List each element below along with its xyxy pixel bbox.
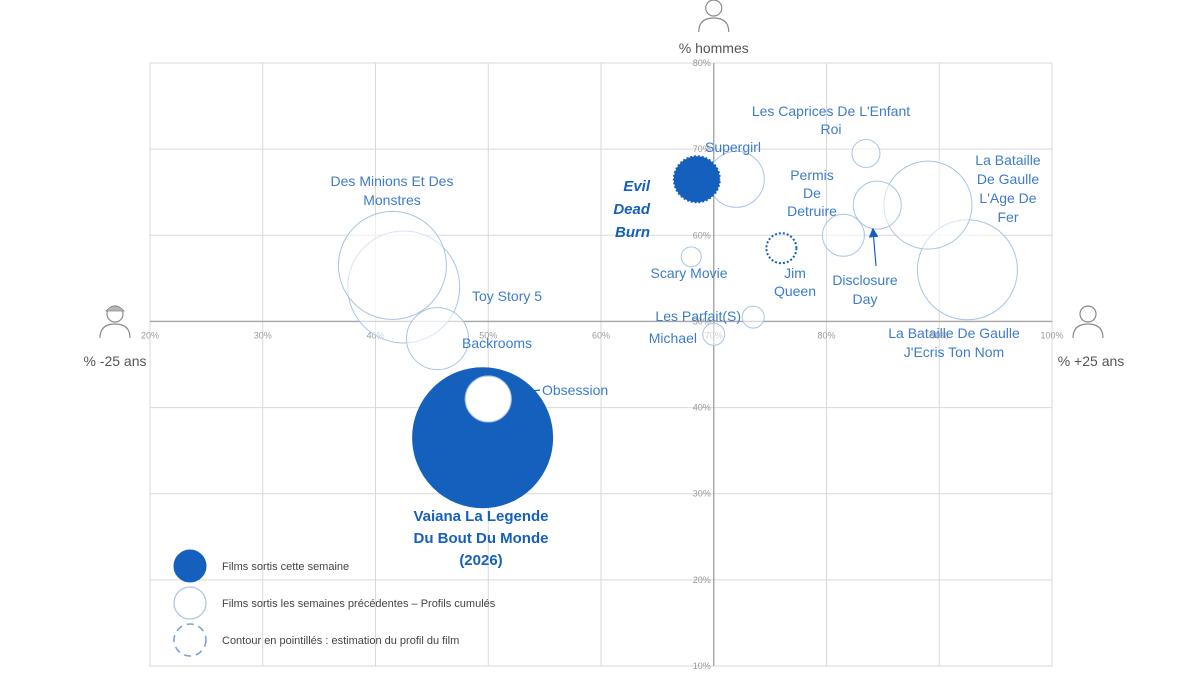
bubble-label: De Gaulle: [977, 171, 1039, 187]
man-icon: [698, 0, 730, 33]
bubble-label: Toy Story 5: [472, 288, 542, 304]
bubble-label: Dead: [613, 201, 651, 218]
bubble-label: Supergirl: [705, 139, 761, 155]
bubble-label: (2026): [459, 552, 502, 569]
disclosure-arrow: [868, 227, 879, 267]
bubble-label: Jim: [784, 265, 806, 281]
x-axis-right-title: % +25 ans: [1058, 353, 1125, 369]
bubble-label: Disclosure: [832, 272, 898, 288]
x-tick-label: 20%: [141, 330, 159, 340]
bubble-label: Roi: [820, 121, 841, 137]
bubble: [671, 154, 722, 205]
bubble-label: La Bataille: [975, 152, 1041, 168]
bubble-label: Evil: [623, 178, 651, 195]
bubble-label: Des Minions Et Des: [331, 173, 454, 189]
bubble: [821, 213, 865, 257]
bubble-labels: Vaiana La Legende Du Bout Du Monde (2026) O…: [331, 103, 1041, 569]
legend-marker: [173, 586, 207, 620]
young-person-icon: [99, 305, 131, 339]
bubble-label: La Bataille De Gaulle: [888, 325, 1020, 341]
legend-label: Films sortis les semaines précédentes – …: [222, 598, 496, 610]
bubble: [852, 180, 902, 230]
bubble: [412, 367, 554, 509]
bubble: [851, 138, 881, 168]
bubble-label: Backrooms: [462, 335, 532, 351]
bubble-label: Burn: [615, 224, 650, 241]
bubble-label: Day: [853, 291, 878, 307]
bubble-label: J'Ecris Ton Nom: [904, 344, 1004, 360]
bubble: [680, 246, 702, 268]
bubble-label: Vaiana La Legende: [413, 508, 548, 525]
bubble-label: De: [803, 185, 821, 201]
bubble-label: L'Age De: [979, 190, 1036, 206]
x-tick-label: 90%: [930, 330, 948, 340]
legend-label: Contour en pointillés : estimation du pr…: [222, 635, 459, 647]
grid: [149, 62, 1053, 667]
adult-person-icon: [1072, 305, 1104, 339]
x-tick-label: 100%: [1040, 330, 1063, 340]
y-tick-label: 30%: [693, 489, 711, 499]
x-tick-label: 80%: [817, 330, 835, 340]
y-tick-label: 70%: [693, 144, 711, 154]
y-tick-label: 50%: [693, 316, 711, 326]
legend: Films sortis cette semaine Films sortis l…: [173, 549, 496, 657]
legend-marker: [173, 549, 207, 583]
x-axis-left-title: % -25 ans: [83, 353, 146, 369]
axes: 20%30%40%50%60%70%80%90%100%80%70%60%50%…: [83, 0, 1124, 671]
person-cap: [105, 305, 125, 312]
person-body: [698, 17, 730, 33]
bubble-label: Obsession: [542, 382, 608, 398]
y-tick-label: 40%: [693, 403, 711, 413]
x-tick-label: 60%: [592, 330, 610, 340]
person-body: [99, 323, 131, 339]
bubble-label: Queen: [774, 283, 816, 299]
person-head: [705, 0, 723, 17]
y-tick-label: 60%: [693, 230, 711, 240]
y-tick-label: 80%: [693, 58, 711, 68]
obsession-arrow: [515, 387, 541, 397]
legend-marker: [173, 623, 207, 657]
y-axis-title: % hommes: [679, 40, 749, 56]
y-tick-label: 20%: [693, 575, 711, 585]
bubble-label: Fer: [998, 209, 1019, 225]
bubble-label: Les Parfait(S): [655, 308, 741, 324]
x-tick-label: 50%: [479, 330, 497, 340]
person-body: [1072, 323, 1104, 339]
bubble: [337, 210, 447, 320]
x-tick-label: 30%: [254, 330, 272, 340]
bubble-label: Du Bout Du Monde: [414, 530, 549, 547]
bubble: [464, 375, 512, 423]
bubble-label: Permis: [790, 167, 834, 183]
bubble: [406, 307, 470, 371]
bubble-label: Monstres: [363, 192, 421, 208]
bubble: [741, 305, 765, 329]
bubble: [702, 322, 726, 346]
bubble-label: Michael: [649, 330, 697, 346]
bubble-label: Scary Movie: [650, 265, 727, 281]
person-head: [1079, 305, 1097, 323]
bubble-label: Les Caprices De L'Enfant: [752, 103, 910, 119]
bubble-label: Detruire: [787, 203, 837, 219]
y-tick-label: 10%: [693, 661, 711, 671]
bubble: [765, 232, 798, 265]
legend-label: Films sortis cette semaine: [222, 561, 349, 573]
bubbles: [337, 138, 1018, 509]
